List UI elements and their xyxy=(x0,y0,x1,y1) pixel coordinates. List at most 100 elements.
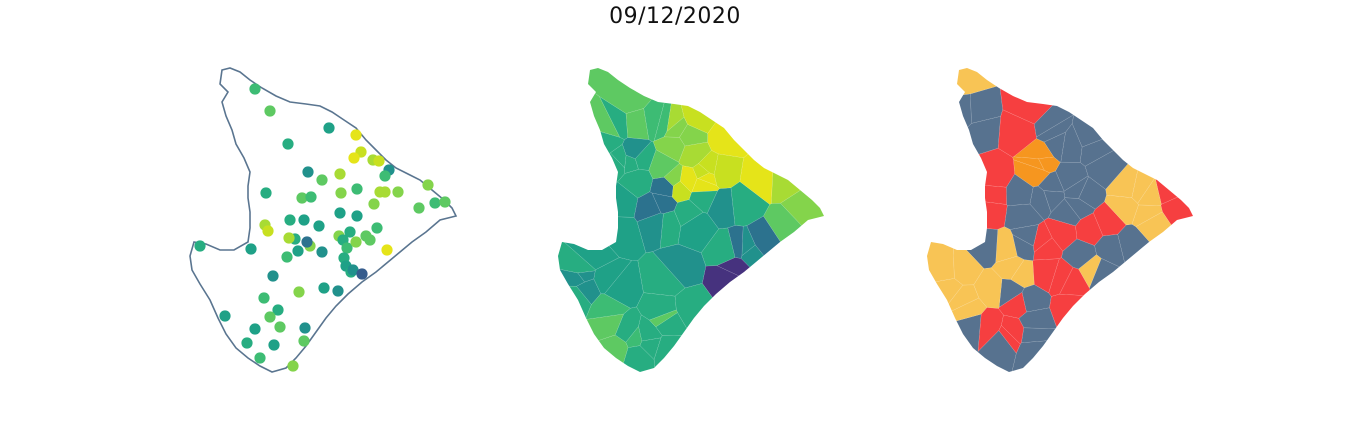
municipality-point xyxy=(274,321,286,333)
municipality-region xyxy=(1033,220,1053,253)
municipality-region xyxy=(1010,259,1035,289)
municipality-points xyxy=(194,83,451,372)
municipality-point xyxy=(284,214,296,226)
municipality-point xyxy=(219,310,231,322)
municipality-region xyxy=(1078,176,1107,210)
municipality-point xyxy=(350,129,362,141)
municipality-point xyxy=(347,264,359,276)
municipality-point xyxy=(350,236,362,248)
municipality-point xyxy=(272,304,284,316)
municipality-point xyxy=(373,155,385,167)
municipality-point xyxy=(249,83,261,95)
municipality-point xyxy=(302,166,314,178)
municipality-point xyxy=(334,168,346,180)
municipality-point xyxy=(299,322,311,334)
municipality-point xyxy=(260,187,272,199)
municipality-region xyxy=(678,141,712,168)
municipality-point xyxy=(392,186,404,198)
municipality-point xyxy=(351,210,363,222)
municipality-point xyxy=(371,222,383,234)
municipality-point xyxy=(301,236,313,248)
municipality-region xyxy=(633,191,662,222)
municipality-region xyxy=(692,163,710,179)
municipality-region xyxy=(1032,258,1060,294)
municipality-region xyxy=(1021,327,1066,343)
municipality-region xyxy=(1018,307,1058,329)
municipality-region xyxy=(622,137,652,159)
municipality-point xyxy=(298,335,310,347)
municipality-region xyxy=(1006,173,1034,206)
municipality-point xyxy=(283,232,295,244)
municipality-point xyxy=(379,186,391,198)
municipality-point xyxy=(379,170,391,182)
municipality-point xyxy=(296,192,308,204)
municipality-region xyxy=(1154,68,1193,205)
municipality-point xyxy=(368,198,380,210)
municipality-region xyxy=(1047,198,1081,227)
municipality-point xyxy=(351,183,363,195)
municipality-region xyxy=(1009,339,1112,372)
municipality-region xyxy=(576,278,602,305)
municipality-point xyxy=(264,311,276,323)
municipality-region xyxy=(998,278,1025,308)
municipality-region xyxy=(577,270,596,283)
municipality-region xyxy=(977,307,1004,352)
municipality-region xyxy=(927,203,955,286)
municipality-point xyxy=(305,191,317,203)
municipality-region xyxy=(1012,234,1035,261)
municipality-point xyxy=(356,268,368,280)
municipality-point xyxy=(335,187,347,199)
municipality-point xyxy=(364,234,376,246)
municipality-point xyxy=(293,286,305,298)
municipality-region xyxy=(637,251,686,297)
municipality-region xyxy=(1104,194,1139,226)
municipality-point xyxy=(258,292,270,304)
municipality-point xyxy=(281,251,293,263)
municipality-point xyxy=(249,323,261,335)
municipality-region xyxy=(617,169,654,199)
municipality-region xyxy=(674,199,704,227)
municipality-point xyxy=(323,122,335,134)
municipality-region xyxy=(1131,204,1163,227)
municipality-region xyxy=(698,150,719,175)
municipality-region xyxy=(1021,284,1052,313)
municipality-region xyxy=(1117,224,1193,356)
municipality-point xyxy=(292,245,304,257)
municipality-point xyxy=(316,246,328,258)
municipality-region xyxy=(1061,238,1097,270)
municipality-region xyxy=(1043,190,1066,213)
municipality-point xyxy=(241,337,253,349)
state-outline xyxy=(189,67,458,373)
municipality-point xyxy=(254,352,266,364)
figure-title: 09/12/2020 xyxy=(609,4,741,29)
municipality-point xyxy=(429,197,441,209)
municipality-region xyxy=(1072,68,1193,148)
municipality-point xyxy=(413,202,425,214)
municipality-region xyxy=(649,309,678,328)
municipality-region xyxy=(648,149,680,180)
municipality-region xyxy=(730,181,770,227)
municipality-region xyxy=(927,313,982,372)
municipality-point xyxy=(313,220,325,232)
municipality-point xyxy=(316,174,328,186)
municipality-region xyxy=(1135,211,1193,307)
municipality-region xyxy=(1049,294,1193,372)
municipality-point xyxy=(267,270,279,282)
municipality-point xyxy=(381,244,393,256)
municipality-region xyxy=(741,225,756,257)
municipality-region xyxy=(610,144,627,169)
municipality-point xyxy=(268,339,280,351)
municipality-region xyxy=(1012,156,1045,171)
municipality-point xyxy=(332,285,344,297)
municipality-region xyxy=(1064,197,1096,220)
municipality-region xyxy=(970,85,1003,124)
municipality-region xyxy=(727,225,744,259)
municipality-point xyxy=(194,240,206,252)
municipality-region xyxy=(1001,314,1024,345)
municipality-point xyxy=(264,105,276,117)
municipality-point xyxy=(439,196,451,208)
municipality-point xyxy=(287,360,299,372)
